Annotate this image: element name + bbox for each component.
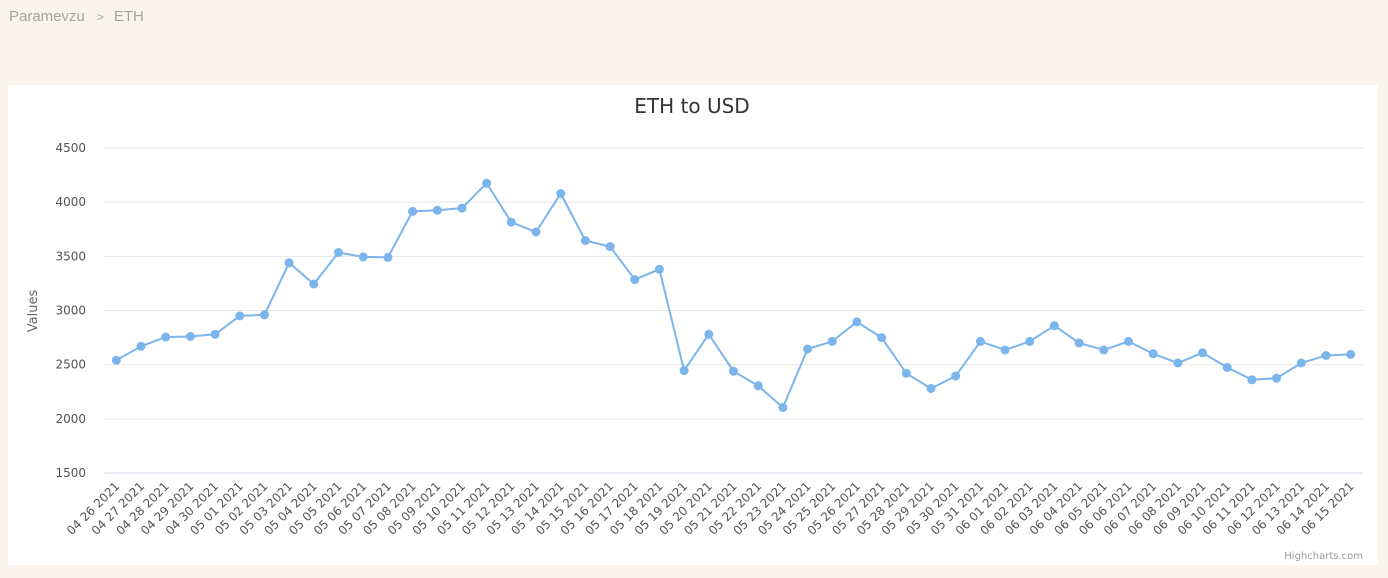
chart-title: ETH to USD — [634, 94, 749, 118]
series-points — [111, 178, 1356, 412]
data-point[interactable] — [334, 248, 343, 257]
data-point[interactable] — [260, 310, 269, 320]
eth-usd-line-chart: ETH to USD 1500200025003000350040004500 … — [26, 94, 1363, 562]
data-point[interactable] — [531, 227, 541, 237]
data-point[interactable] — [580, 236, 590, 246]
data-point[interactable] — [482, 178, 492, 188]
y-tick-label: 2000 — [55, 412, 86, 426]
data-point[interactable] — [1222, 362, 1232, 372]
data-point[interactable] — [235, 311, 245, 321]
data-point[interactable] — [309, 279, 319, 289]
data-point[interactable] — [1025, 336, 1035, 346]
grid-lines — [104, 147, 1363, 420]
data-point[interactable] — [975, 336, 985, 346]
data-point[interactable] — [778, 403, 788, 412]
breadcrumb-separator: > — [96, 10, 104, 24]
y-tick-label: 3000 — [55, 304, 86, 318]
data-point[interactable] — [136, 341, 146, 351]
data-point[interactable] — [358, 252, 368, 262]
data-point[interactable] — [457, 203, 467, 213]
data-point[interactable] — [1124, 336, 1133, 346]
data-point[interactable] — [432, 205, 442, 215]
data-point[interactable] — [1099, 345, 1109, 355]
y-axis-title: Values — [26, 290, 41, 333]
data-point[interactable] — [185, 332, 195, 341]
data-point[interactable] — [408, 206, 418, 216]
data-point[interactable] — [654, 264, 664, 274]
data-point[interactable] — [1247, 375, 1257, 385]
data-point[interactable] — [877, 333, 887, 343]
data-point[interactable] — [630, 275, 640, 285]
data-point[interactable] — [556, 189, 566, 198]
y-tick-label: 4500 — [55, 141, 86, 155]
data-point[interactable] — [951, 371, 961, 381]
data-point[interactable] — [605, 242, 615, 252]
data-point[interactable] — [901, 368, 911, 378]
y-tick-label: 2500 — [55, 358, 86, 372]
data-point[interactable] — [926, 384, 936, 393]
chart-panel: ETH to USD 1500 2000 2500 3000 3500 4000 4500 … — [8, 85, 1378, 565]
data-point[interactable] — [753, 381, 763, 391]
y-tick-label: 3500 — [55, 249, 86, 263]
y-tick-label: 1500 — [55, 466, 86, 480]
data-point[interactable] — [1321, 351, 1331, 360]
y-tick-label: 4000 — [55, 195, 86, 209]
data-point[interactable] — [1074, 338, 1084, 348]
data-point[interactable] — [803, 344, 813, 354]
data-point[interactable] — [1198, 348, 1207, 358]
breadcrumb: Paramevzu > ETH — [9, 8, 144, 25]
data-point[interactable] — [729, 366, 738, 376]
data-point[interactable] — [852, 317, 862, 327]
credits-link[interactable]: Highcharts.com — [1284, 551, 1363, 562]
data-point[interactable] — [383, 252, 393, 262]
data-point[interactable] — [1049, 321, 1059, 331]
data-point[interactable] — [1173, 358, 1183, 368]
data-point[interactable] — [1296, 358, 1306, 368]
data-point[interactable] — [1148, 349, 1158, 359]
data-point[interactable] — [827, 336, 837, 346]
y-axis-ticks: 1500 2000 2500 3000 3500 4000 4500 — [55, 141, 86, 480]
data-point[interactable] — [1272, 373, 1282, 383]
data-point[interactable] — [284, 258, 294, 268]
data-point[interactable] — [210, 329, 220, 339]
data-point[interactable] — [506, 217, 516, 227]
data-point[interactable] — [704, 329, 714, 339]
data-point[interactable] — [1346, 349, 1356, 359]
data-point[interactable] — [1000, 345, 1010, 355]
breadcrumb-item-home[interactable]: Paramevzu — [9, 8, 85, 25]
breadcrumb-item-eth[interactable]: ETH — [113, 8, 144, 25]
data-point[interactable] — [161, 332, 171, 342]
data-point[interactable] — [111, 355, 121, 365]
data-point[interactable] — [679, 366, 689, 376]
